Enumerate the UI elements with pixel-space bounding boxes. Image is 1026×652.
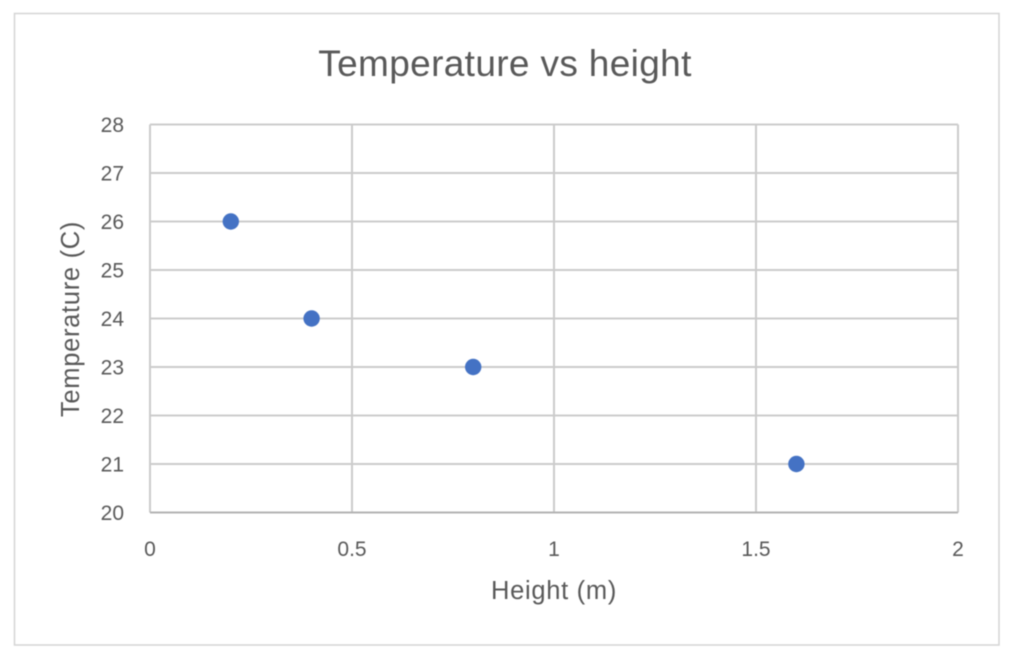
svg-text:27: 27	[101, 163, 124, 186]
svg-text:23: 23	[101, 357, 124, 380]
svg-text:21: 21	[101, 454, 124, 477]
svg-text:22: 22	[101, 405, 124, 428]
svg-text:Temperature (C): Temperature (C)	[57, 221, 85, 417]
svg-text:28: 28	[101, 114, 124, 137]
svg-text:0.5: 0.5	[337, 538, 366, 561]
svg-text:1: 1	[548, 538, 560, 561]
svg-text:Temperature vs height: Temperature vs height	[318, 43, 692, 84]
svg-text:0: 0	[144, 538, 156, 561]
svg-text:25: 25	[101, 260, 124, 283]
svg-text:1.5: 1.5	[741, 538, 770, 561]
svg-text:Height (m): Height (m)	[491, 577, 617, 605]
svg-text:26: 26	[101, 211, 124, 234]
svg-text:20: 20	[101, 502, 124, 525]
svg-text:2: 2	[952, 538, 964, 561]
svg-text:24: 24	[101, 308, 125, 331]
